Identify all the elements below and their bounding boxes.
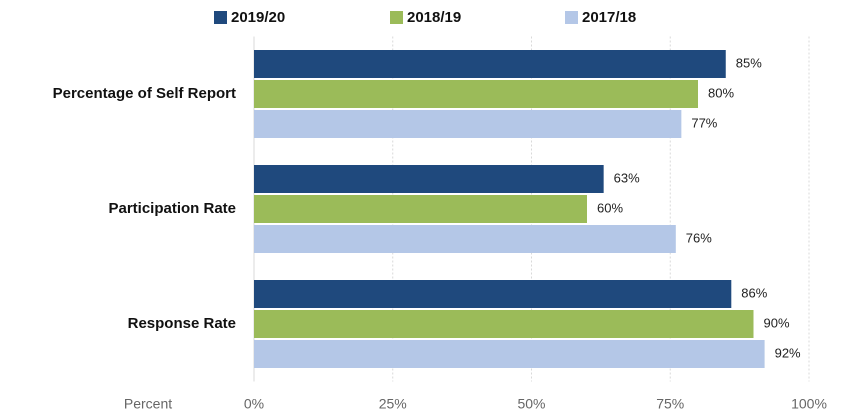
value-label: 63% [614, 170, 640, 185]
x-tick-label: 75% [656, 396, 684, 412]
bar [254, 280, 732, 308]
legend-label: 2019/20 [231, 9, 285, 26]
value-label: 92% [775, 345, 801, 360]
bar [254, 195, 587, 223]
bar [254, 50, 726, 78]
legend-swatch [390, 11, 403, 24]
value-label: 60% [597, 200, 623, 215]
value-label: 80% [708, 85, 734, 100]
bar [254, 165, 604, 193]
x-tick-label: 25% [379, 396, 407, 412]
category-label: Response Rate [128, 315, 236, 332]
category-label: Percentage of Self Report [53, 85, 236, 102]
bar [254, 80, 698, 108]
legend-swatch [214, 11, 227, 24]
legend-label: 2018/19 [407, 9, 461, 26]
value-label: 86% [741, 285, 767, 300]
value-label: 85% [736, 55, 762, 70]
x-axis-label: Percent [124, 396, 172, 412]
category-label: Participation Rate [108, 200, 236, 217]
legend-label: 2017/18 [582, 9, 636, 26]
bar [254, 110, 682, 138]
value-label: 77% [691, 115, 717, 130]
bar [254, 340, 765, 368]
value-label: 90% [764, 315, 790, 330]
bar [254, 225, 676, 253]
bar [254, 310, 754, 338]
legend-swatch [565, 11, 578, 24]
x-tick-label: 0% [244, 396, 264, 412]
value-label: 76% [686, 230, 712, 245]
x-tick-label: 100% [791, 396, 827, 412]
x-tick-label: 50% [517, 396, 545, 412]
